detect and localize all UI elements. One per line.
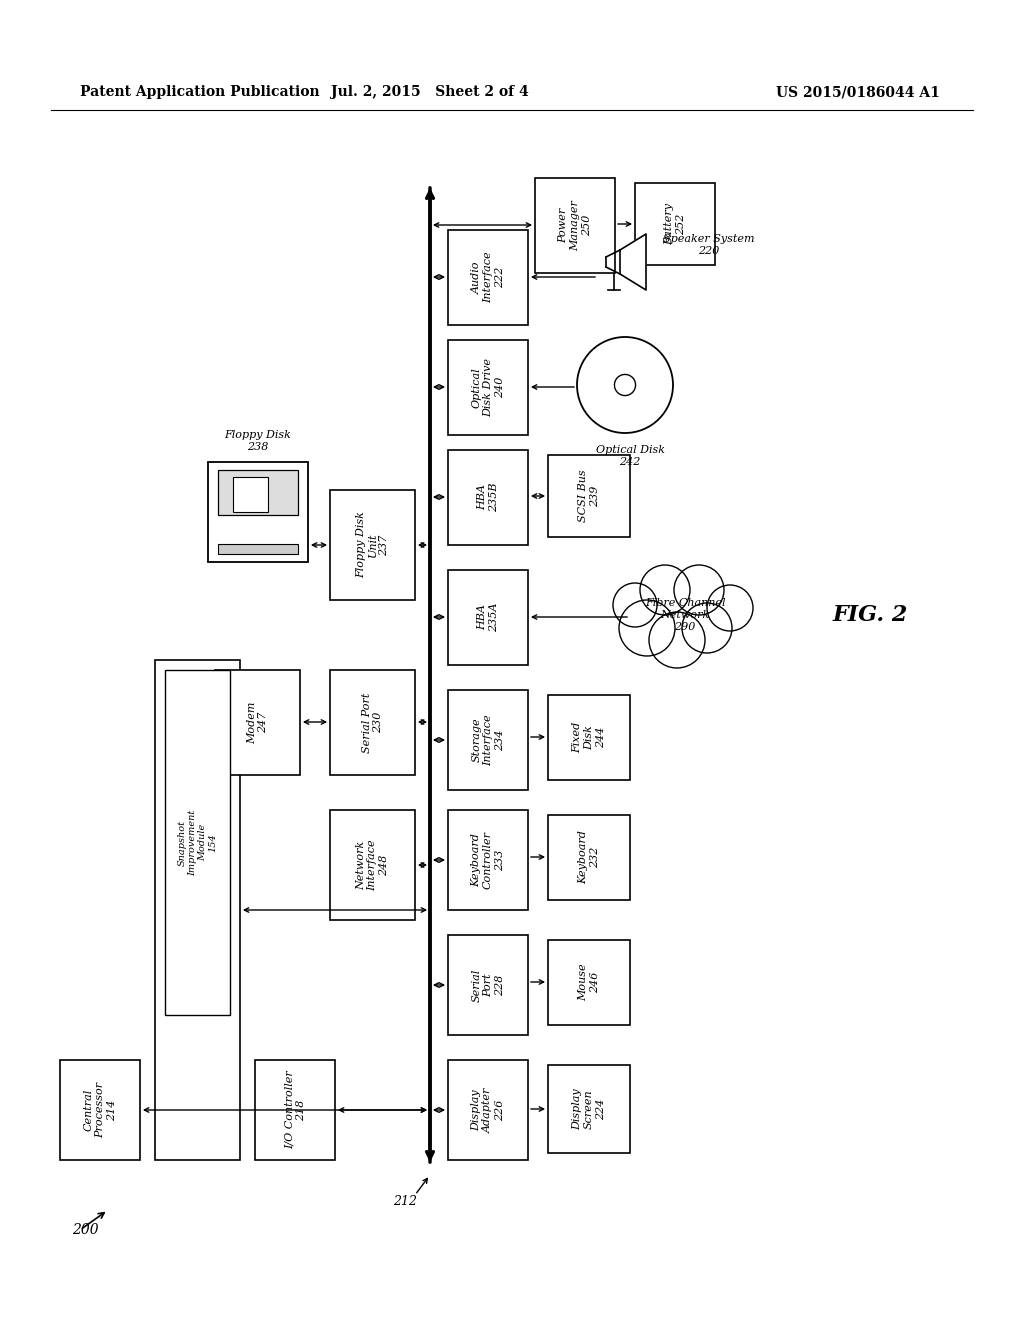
Text: FIG. 2: FIG. 2 xyxy=(833,605,907,626)
Bar xyxy=(449,570,528,665)
Bar xyxy=(548,940,630,1026)
Bar xyxy=(330,490,415,601)
Bar xyxy=(218,470,298,515)
Text: Network
Interface
248: Network Interface 248 xyxy=(356,840,389,891)
Bar xyxy=(635,183,715,265)
Text: Optical Disk
242: Optical Disk 242 xyxy=(596,445,665,466)
Text: 212: 212 xyxy=(393,1195,417,1208)
Text: Modem
247: Modem 247 xyxy=(247,701,268,743)
Text: SCSI Bus
239: SCSI Bus 239 xyxy=(579,470,600,523)
Circle shape xyxy=(682,603,732,653)
Bar xyxy=(330,671,415,775)
Circle shape xyxy=(640,565,690,615)
Circle shape xyxy=(577,337,673,433)
Bar xyxy=(548,455,630,537)
Text: Optical
Disk Drive
240: Optical Disk Drive 240 xyxy=(471,358,505,417)
Text: System Memory
217: System Memory 217 xyxy=(186,865,208,956)
Bar xyxy=(548,1065,630,1152)
Text: HBA
235A: HBA 235A xyxy=(477,603,499,632)
Bar xyxy=(449,810,528,909)
Bar xyxy=(218,544,298,554)
Text: Audio
Interface
222: Audio Interface 222 xyxy=(471,252,505,304)
Text: Storage
Interface
234: Storage Interface 234 xyxy=(471,714,505,766)
Bar xyxy=(233,477,268,512)
Text: Speaker System
220: Speaker System 220 xyxy=(663,234,755,256)
Bar xyxy=(330,810,415,920)
Text: Central
Processor
214: Central Processor 214 xyxy=(83,1082,117,1138)
Text: Power
Manager
250: Power Manager 250 xyxy=(558,201,592,251)
Text: Display
Screen
224: Display Screen 224 xyxy=(572,1088,605,1130)
Text: Jul. 2, 2015   Sheet 2 of 4: Jul. 2, 2015 Sheet 2 of 4 xyxy=(331,84,528,99)
Bar xyxy=(449,690,528,789)
Bar xyxy=(165,671,230,1015)
Text: Snapshot
Improvement
Module
154: Snapshot Improvement Module 154 xyxy=(177,809,217,875)
Bar xyxy=(535,178,615,273)
Circle shape xyxy=(614,375,636,396)
Bar xyxy=(449,230,528,325)
Text: Floppy Disk
238: Floppy Disk 238 xyxy=(224,430,292,451)
Text: Keyboard
Controller
233: Keyboard Controller 233 xyxy=(471,832,505,888)
Text: Fixed
Disk
244: Fixed Disk 244 xyxy=(572,722,605,754)
Bar xyxy=(60,1060,140,1160)
Text: HBA
235B: HBA 235B xyxy=(477,483,499,512)
Circle shape xyxy=(618,601,675,656)
Circle shape xyxy=(613,583,657,627)
Text: Floppy Disk
Unit
237: Floppy Disk Unit 237 xyxy=(356,512,389,578)
Bar xyxy=(449,1060,528,1160)
Text: Fibre Channel
Network
290: Fibre Channel Network 290 xyxy=(645,598,725,631)
Bar xyxy=(449,935,528,1035)
Bar xyxy=(449,450,528,545)
Bar xyxy=(155,660,240,1160)
Text: Keyboard
232: Keyboard 232 xyxy=(579,830,600,884)
Text: Display
Adapter
226: Display Adapter 226 xyxy=(471,1088,505,1133)
Bar xyxy=(215,671,300,775)
Text: US 2015/0186044 A1: US 2015/0186044 A1 xyxy=(776,84,940,99)
Bar xyxy=(449,341,528,436)
Text: Patent Application Publication: Patent Application Publication xyxy=(80,84,319,99)
Text: I/O Controller
218: I/O Controller 218 xyxy=(285,1071,306,1150)
Bar xyxy=(255,1060,335,1160)
Circle shape xyxy=(707,585,753,631)
Bar xyxy=(208,462,308,562)
Text: Serial
Port
228: Serial Port 228 xyxy=(471,969,505,1002)
Bar xyxy=(548,696,630,780)
Bar xyxy=(548,814,630,900)
Text: Serial Port
230: Serial Port 230 xyxy=(361,692,383,752)
Text: Battery
252: Battery 252 xyxy=(665,203,686,246)
Text: Mouse
246: Mouse 246 xyxy=(579,964,600,1002)
Polygon shape xyxy=(620,234,646,290)
Text: 200: 200 xyxy=(72,1224,98,1237)
Circle shape xyxy=(674,565,724,615)
Circle shape xyxy=(649,612,705,668)
